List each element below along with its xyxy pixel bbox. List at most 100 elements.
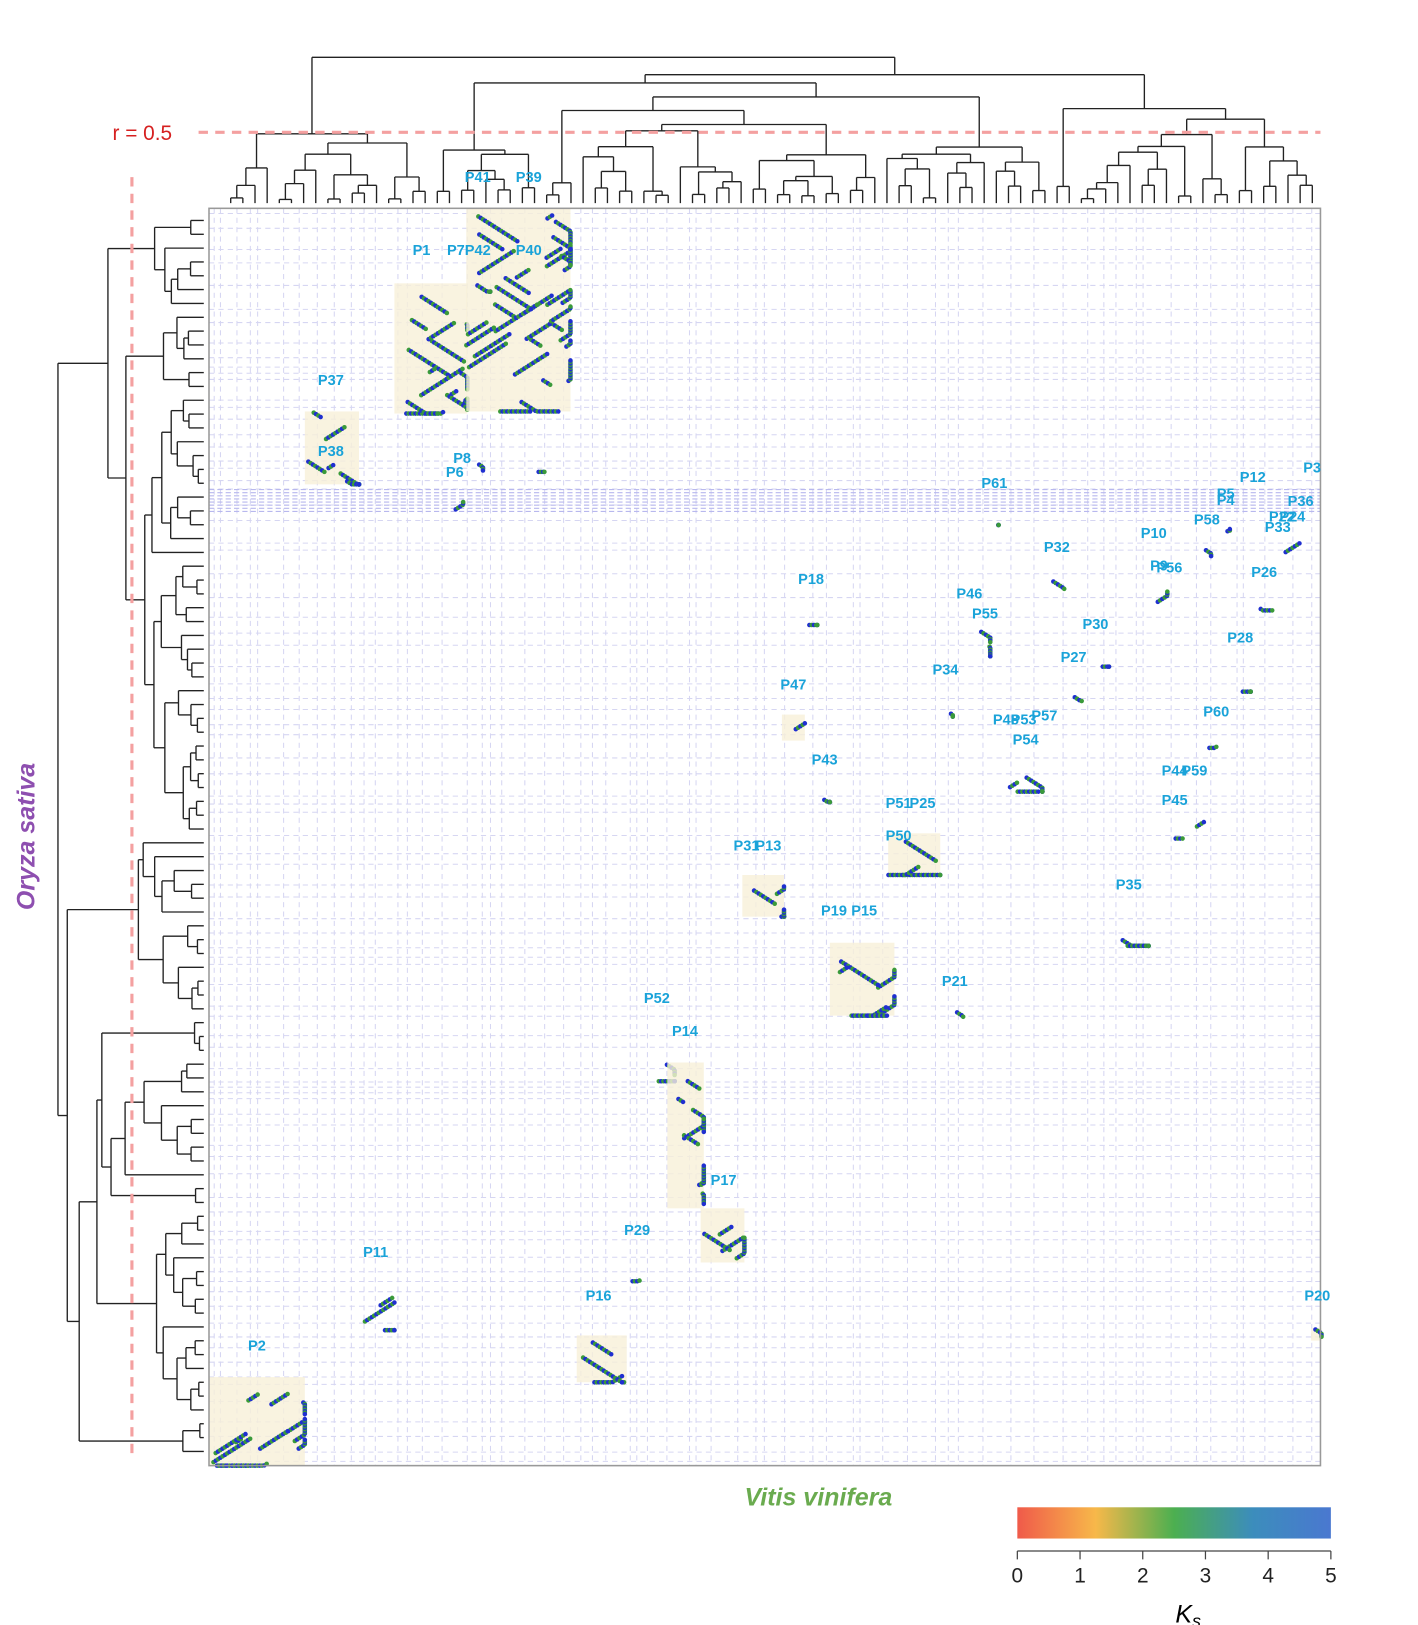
block-label: P50 [886,828,912,844]
synteny-dot [392,1327,397,1333]
block-label: P3 [1303,461,1321,477]
synteny-dot [526,290,531,296]
synteny-dot [915,864,921,870]
synteny-dot [701,1129,707,1135]
synteny-dot [243,1431,248,1437]
synteny-dot [568,247,573,252]
block-label: P22 [1269,510,1295,526]
synteny-dot [701,1116,707,1122]
synteny-dot [559,327,565,333]
synteny-dot [330,462,336,468]
synteny-dot [487,289,493,294]
y-axis-label: Oryza sativa [12,763,40,910]
synteny-dot [568,262,573,268]
synteny-dot [527,409,533,414]
block-label: P8 [453,451,471,467]
synteny-dot [619,1380,625,1385]
colorbar-gradient [1017,1507,1331,1539]
block-label: P13 [755,839,781,855]
synteny-dot [558,246,563,252]
block-label: P32 [1044,540,1070,556]
colorbar-tick-label: 2 [1137,1565,1149,1588]
block-label: P43 [812,752,838,768]
synteny-dot [247,1436,253,1442]
synteny-dot [342,425,347,430]
synteny-dot [568,338,573,343]
block-label: P5 [1217,487,1235,503]
synteny-dot [1297,541,1302,546]
synteny-dot [933,858,938,864]
synteny-dot [937,872,943,878]
synteny-dot [781,884,787,889]
synteny-dot [302,1437,308,1443]
block-label: P60 [1203,704,1229,720]
synteny-dot [1248,689,1253,694]
block-region [829,942,895,1016]
synteny-dot [435,411,440,416]
synteny-dot [960,1014,966,1020]
synteny-dot [1269,608,1275,613]
synteny-dot [781,907,787,913]
block-label: P44 [1162,764,1189,780]
block-region [209,1377,305,1466]
synteny-dot [534,302,540,308]
synteny-dot [423,326,429,332]
synteny-dot [883,1005,889,1010]
synteny-dot [772,901,777,907]
block-label: P33 [1265,520,1291,536]
synteny-dot [695,1141,701,1147]
synteny-dot [460,366,465,372]
colorbar-tick-label: 4 [1262,1565,1274,1588]
synteny-dot [696,1086,702,1091]
synteny-dot [1208,553,1214,559]
synteny-dot [499,246,505,252]
synteny-dot [451,320,457,326]
synteny-dot [1014,780,1020,786]
block-label: P30 [1082,617,1108,633]
block-label: P46 [956,587,982,603]
synteny-dot [511,248,516,254]
block-region [1311,1328,1322,1341]
block-label: P59 [1181,764,1207,780]
colorbar-tick-label: 5 [1325,1565,1337,1588]
block-label: P10 [1141,526,1167,542]
synteny-dot [727,1247,732,1253]
synteny-dot [503,341,509,347]
synteny-dot [568,304,573,309]
block-region [304,411,359,485]
synteny-dot [1040,789,1045,794]
synteny-dot [444,310,450,316]
block-label: P4 [1217,493,1236,509]
synteny-dot [568,319,573,324]
synteny-dot [285,1391,290,1397]
synteny-dot [389,1295,395,1301]
block-label: P40 [516,243,542,259]
block-label: P14 [672,1024,699,1040]
threshold-label: r = 0.5 [113,122,173,145]
block-label: P2 [248,1339,266,1355]
block-label: P12 [1240,470,1266,486]
synteny-dot [608,1351,614,1357]
block-label: P19 [821,903,847,919]
synteny-dot [515,238,520,244]
block-label: P17 [711,1173,737,1189]
block-label: P18 [798,572,824,588]
colorbar-tick-label: 3 [1200,1565,1212,1588]
block-label: P37 [318,373,344,389]
colorbar-tick-label: 1 [1074,1565,1086,1588]
block-label: P51 [886,796,912,812]
colorbar-title-main: K [1175,1600,1193,1625]
block-label: P55 [972,606,998,622]
synteny-dot [701,1201,707,1207]
synteny-dot [1079,698,1084,704]
block-label: P11 [363,1245,388,1261]
synteny-dot [461,359,467,364]
synteny-dot [637,1278,642,1283]
synteny-dot [542,469,547,475]
synteny-dot [844,965,850,970]
synteny-dot [460,499,466,505]
synteny-dot [950,714,956,719]
synteny-dot [318,414,323,420]
colorbar-title-sub: s [1192,1611,1201,1625]
blocks [209,208,1324,1468]
